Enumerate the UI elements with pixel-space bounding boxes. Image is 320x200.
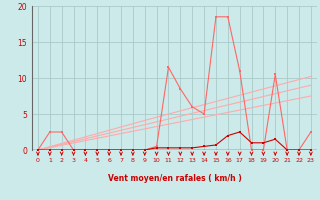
- X-axis label: Vent moyen/en rafales ( km/h ): Vent moyen/en rafales ( km/h ): [108, 174, 241, 183]
